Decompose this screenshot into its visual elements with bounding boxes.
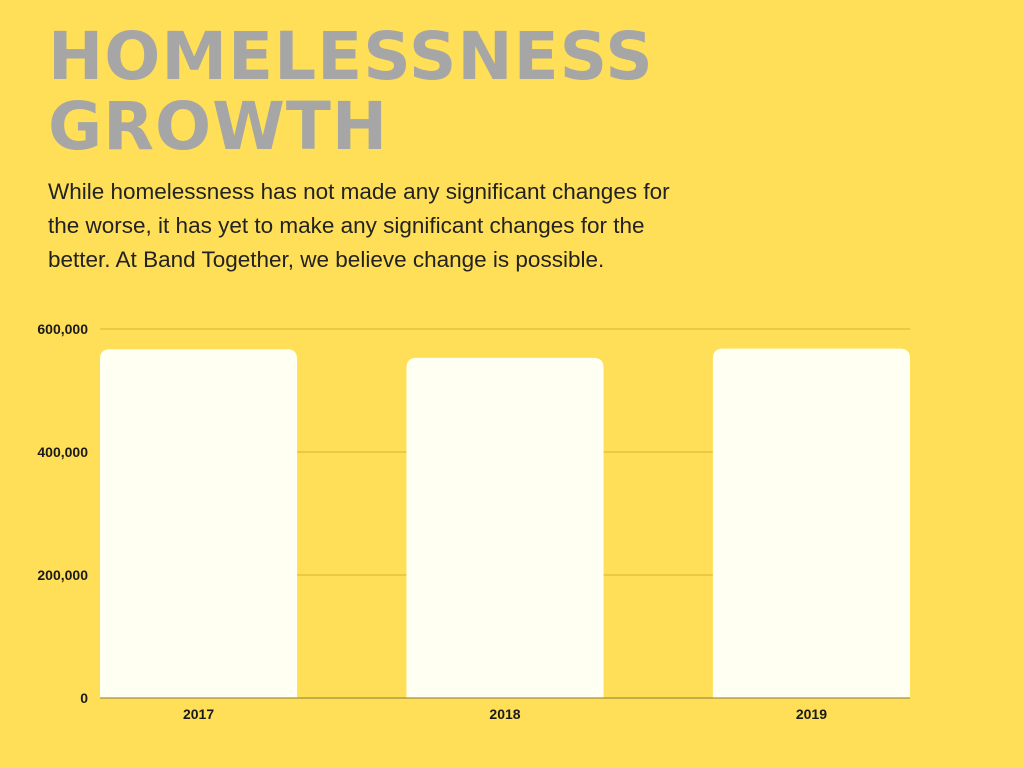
y-tick-label: 600,000 (37, 321, 88, 337)
chart-title: HOMELESSNESS GROWTH (48, 22, 654, 162)
y-tick-label: 0 (80, 690, 88, 706)
y-tick-label: 400,000 (37, 444, 88, 460)
x-category-label: 2019 (796, 706, 827, 722)
title-line-1: HOMELESSNESS (48, 18, 654, 95)
y-tick-label: 200,000 (37, 567, 88, 583)
x-axis-category-labels: 2017 2018 2019 (183, 706, 827, 722)
bar (406, 357, 604, 698)
y-axis-tick-labels: 0 200,000 400,000 600,000 (37, 321, 88, 706)
x-category-label: 2018 (489, 706, 520, 722)
description-text: While homelessness has not made any sign… (48, 179, 670, 272)
bar (712, 348, 910, 698)
bars (100, 348, 910, 698)
bar (100, 349, 298, 698)
x-category-label: 2017 (183, 706, 214, 722)
title-line-2: GROWTH (48, 88, 389, 165)
